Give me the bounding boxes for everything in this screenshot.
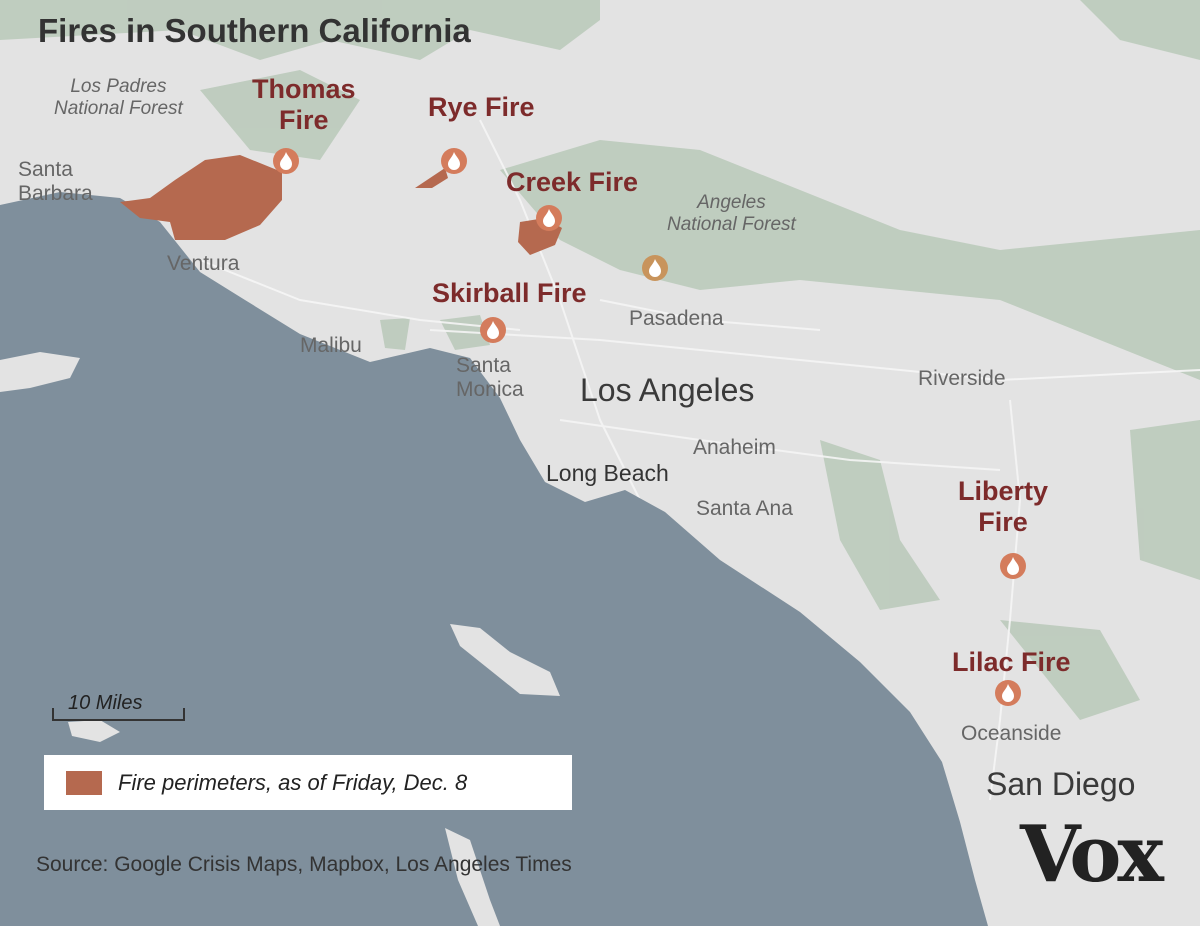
fire-icon <box>273 148 299 174</box>
city-label-anaheim: Anaheim <box>693 436 776 459</box>
fire-label-thomas: Thomas Fire <box>252 74 356 136</box>
fire-label-lilac: Lilac Fire <box>952 647 1071 677</box>
fire-label-line: Liberty <box>958 476 1049 506</box>
forest-areas <box>0 0 1200 720</box>
legend-swatch <box>66 770 102 795</box>
fire-label-line: Thomas <box>252 74 356 104</box>
islands <box>0 352 560 926</box>
roads <box>199 119 1200 801</box>
fire-label-liberty: Liberty Fire <box>958 476 1048 538</box>
city-label-oceanside: Oceanside <box>961 722 1062 745</box>
fire-icon <box>480 317 506 343</box>
city-label-san-diego: San Diego <box>986 766 1136 802</box>
city-label-santa-barbara: Santa Barbara <box>18 158 93 206</box>
fire-label-rye: Rye Fire <box>428 92 535 122</box>
fire-label-line: Fire <box>978 507 1028 538</box>
city-label-santa-monica: Santa Monica <box>456 354 524 402</box>
fire-icon <box>1000 553 1026 579</box>
fire-icon <box>441 148 467 174</box>
city-label-line: Monica <box>456 378 524 402</box>
forest-label-line: National Forest <box>667 213 796 235</box>
fire-icon <box>995 680 1021 706</box>
rye-fire-perimeter <box>415 168 448 188</box>
fire-label-skirball: Skirball Fire <box>432 278 587 308</box>
fire-label-creek: Creek Fire <box>506 167 639 197</box>
forest-label-los-padres: Los Padres National Forest <box>54 76 183 120</box>
city-label-line: Barbara <box>18 182 93 206</box>
city-label-malibu: Malibu <box>300 334 362 357</box>
map-title: Fires in Southern California <box>38 12 471 49</box>
city-label-line: Santa <box>18 158 73 181</box>
fire-icon <box>642 255 668 281</box>
ocean <box>0 192 988 926</box>
scale-label: 10 Miles <box>68 692 143 714</box>
fire-icon <box>536 205 562 231</box>
forest-label-line: Los Padres <box>70 76 167 97</box>
source-note: Source: Google Crisis Maps, Mapbox, Los … <box>36 853 572 876</box>
city-label-riverside: Riverside <box>918 367 1006 390</box>
legend-text: Fire perimeters, as of Friday, Dec. 8 <box>118 769 468 795</box>
city-label-pasadena: Pasadena <box>629 307 724 330</box>
city-label-ventura: Ventura <box>167 252 240 275</box>
legend: Fire perimeters, as of Friday, Dec. 8 <box>44 755 572 810</box>
scale-bar <box>52 708 185 721</box>
city-label-line: Santa <box>456 354 511 377</box>
fire-label-line: Fire <box>279 105 329 136</box>
city-label-santa-ana: Santa Ana <box>696 497 793 520</box>
thomas-fire-perimeter <box>120 155 282 240</box>
city-label-los-angeles: Los Angeles <box>580 372 755 408</box>
forest-label-line: National Forest <box>54 97 183 119</box>
city-label-long-beach: Long Beach <box>546 460 669 486</box>
forest-label-angeles: Angeles National Forest <box>667 192 796 236</box>
forest-label-line: Angeles <box>697 192 766 213</box>
vox-logo: Vox <box>1020 809 1164 900</box>
